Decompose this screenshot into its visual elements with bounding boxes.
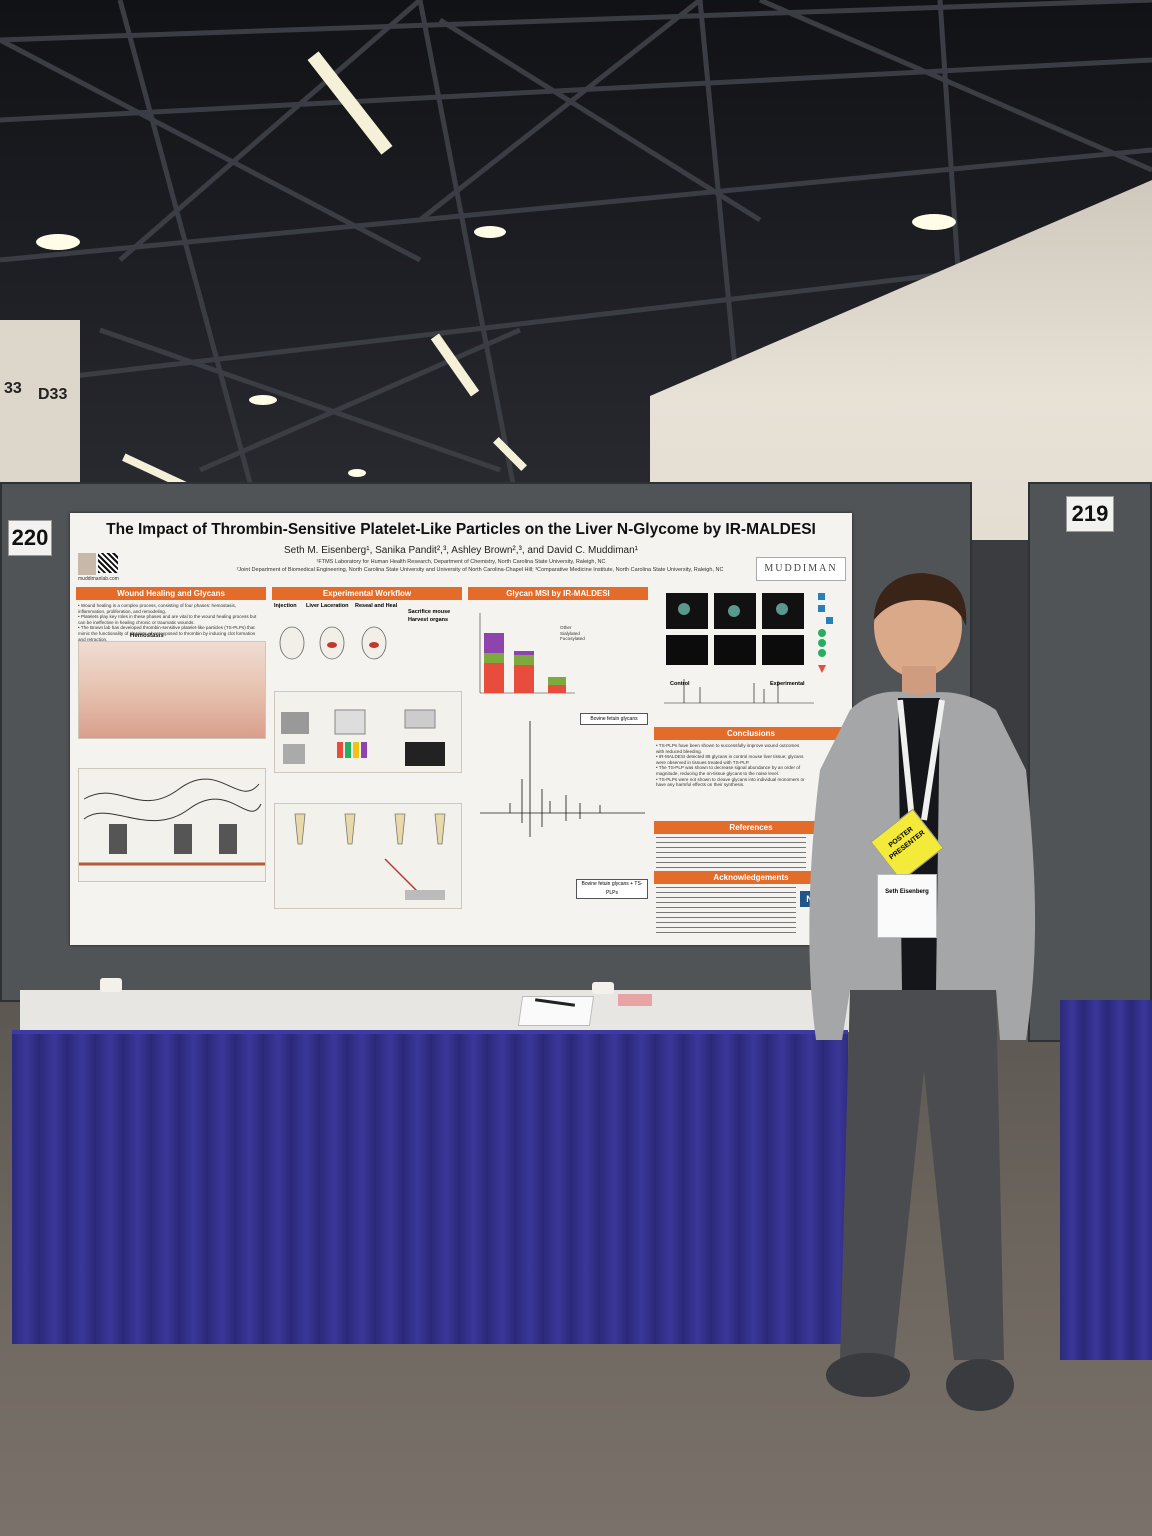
hemostasis-label: Hemostasis — [130, 633, 164, 639]
conclusion-bullet: • The TS-PLP was shown to decrease signa… — [656, 765, 801, 776]
conclusion-bullets: • TS-PLPs have been shown to successfull… — [656, 743, 806, 788]
section-glycan-msi: Glycan MSI by IR-MALDESI — [468, 587, 648, 600]
wound-bullet: • The Brown lab has developed thrombin-s… — [78, 625, 256, 642]
figure-mouse-workflow — [274, 613, 404, 683]
figure-glycan-bar-chart — [470, 603, 580, 707]
paper-cup — [100, 978, 122, 992]
references-list — [656, 837, 806, 869]
booth-number-left: 220 — [8, 520, 52, 556]
legend: Other Sialylated Fucosylated — [560, 625, 585, 642]
wall-sign-b: 33 — [4, 380, 22, 397]
poster-website: muddimanlab.com — [78, 576, 119, 582]
workflow-step: Sacrifice mouse — [408, 609, 451, 615]
workflow-step: Harvest organs — [408, 617, 449, 623]
section-workflow: Experimental Workflow — [272, 587, 462, 600]
mirror-label-bottom: Bovine fetuin glycans + TS-PLPs — [576, 879, 648, 899]
ceiling — [0, 0, 1152, 520]
name-badge: Seth Eisenberg — [877, 874, 937, 938]
workflow-step: Injection — [274, 603, 297, 609]
section-wound-healing: Wound Healing and Glycans — [76, 587, 266, 600]
presenter — [790, 570, 1060, 1450]
legend-item: Sialylated — [560, 630, 580, 636]
section-acknowledgements: Acknowledgements — [654, 871, 848, 884]
ceiling-truss — [0, 0, 1152, 520]
workflow-step: Liver Laceration — [306, 603, 349, 609]
poster-affiliation-1: ¹FTMS Laboratory for Human Health Resear… — [316, 559, 606, 565]
figure-mirror-plot — [470, 709, 650, 917]
conclusion-bullet: • TS-PLPs were not shown to cleave glyca… — [656, 776, 805, 788]
table-skirt-right — [1060, 1000, 1152, 1360]
table-skirt — [12, 1030, 848, 1344]
conclusion-bullet: • IR-MALDESI detected 88 glycans in cont… — [656, 754, 804, 765]
research-poster: The Impact of Thrombin-Sensitive Platele… — [70, 513, 852, 945]
presenter-photo — [78, 553, 96, 575]
qr-code-icon — [98, 553, 118, 573]
lab-logo: MUDDIMAN — [756, 557, 846, 581]
poster-board-right — [1028, 482, 1152, 1042]
poster-affiliation-2: ²Joint Department of Biomedical Engineer… — [236, 567, 724, 573]
legend-item: Fucosylated — [560, 636, 585, 642]
figure-glycan-release — [274, 803, 462, 909]
acknowledgements-text — [656, 887, 796, 935]
wall-sign-a: D33 — [38, 386, 68, 403]
figure-glycoproteins — [78, 768, 266, 882]
section-references: References — [654, 821, 848, 834]
legend-item: Other — [560, 625, 572, 630]
figure-wound-phases — [78, 641, 266, 739]
sticky-note — [618, 994, 652, 1006]
poster-authors: Seth M. Eisenberg¹, Sanika Pandit²,³, As… — [283, 545, 639, 556]
conclusion-bullet: • TS-PLPs have been shown to successfull… — [656, 743, 800, 754]
control-label: Control — [670, 681, 690, 687]
workflow-step: Reseal and Heal — [355, 603, 398, 609]
figure-liver-sectioning — [274, 691, 462, 773]
display-table-top — [20, 990, 850, 1032]
mirror-label-top: Bovine fetuin glycans — [580, 713, 648, 725]
paper-cup — [592, 982, 614, 994]
poster-title: The Impact of Thrombin-Sensitive Platele… — [106, 521, 816, 538]
experimental-label: Experimental — [770, 681, 805, 687]
section-conclusions: Conclusions — [654, 727, 848, 740]
booth-number-right: 219 — [1066, 496, 1114, 532]
wound-bullet: • Platelets play key roles in these phas… — [78, 614, 257, 625]
wound-bullet: • Wound healing is a complex process, co… — [78, 603, 237, 614]
figure-ion-heatmaps — [654, 583, 846, 707]
